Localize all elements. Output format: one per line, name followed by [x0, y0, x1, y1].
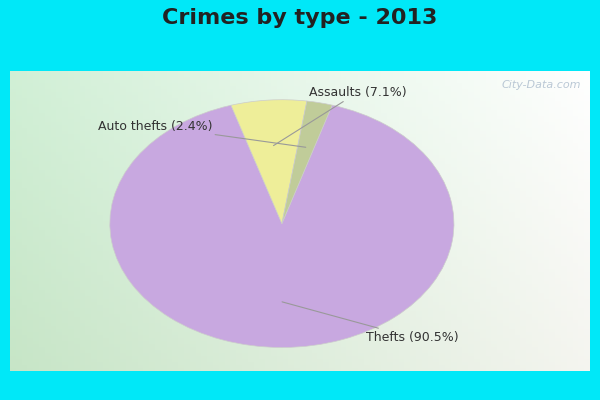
Text: Crimes by type - 2013: Crimes by type - 2013 — [163, 8, 437, 28]
Wedge shape — [110, 105, 454, 348]
Wedge shape — [231, 100, 307, 224]
Text: Auto thefts (2.4%): Auto thefts (2.4%) — [98, 120, 306, 147]
Text: City-Data.com: City-Data.com — [501, 80, 581, 90]
Text: Thefts (90.5%): Thefts (90.5%) — [282, 302, 458, 344]
Wedge shape — [282, 101, 332, 224]
Text: Assaults (7.1%): Assaults (7.1%) — [274, 86, 407, 146]
